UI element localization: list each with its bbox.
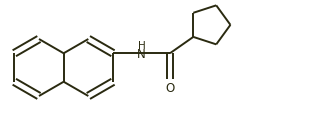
Text: N: N bbox=[137, 48, 146, 61]
Text: O: O bbox=[165, 82, 175, 95]
Text: H: H bbox=[138, 41, 145, 51]
